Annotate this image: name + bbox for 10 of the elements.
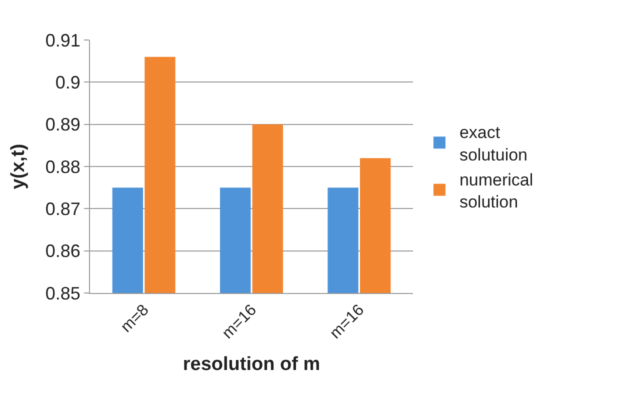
y-axis-title: y(x,t) <box>8 144 30 190</box>
y-tick-label: 0.9 <box>55 72 80 92</box>
y-tick-label: 0.91 <box>45 30 80 50</box>
x-axis-title: resolution of m <box>182 354 320 376</box>
y-tick-label: 0.88 <box>45 156 80 177</box>
y-tick-label: 0.85 <box>45 283 80 304</box>
y-tick-label: 0.86 <box>45 241 80 262</box>
legend-label: numerical solution <box>459 170 534 212</box>
y-tick-label: 0.89 <box>45 114 80 135</box>
y-tick-label: 0.87 <box>45 198 80 219</box>
